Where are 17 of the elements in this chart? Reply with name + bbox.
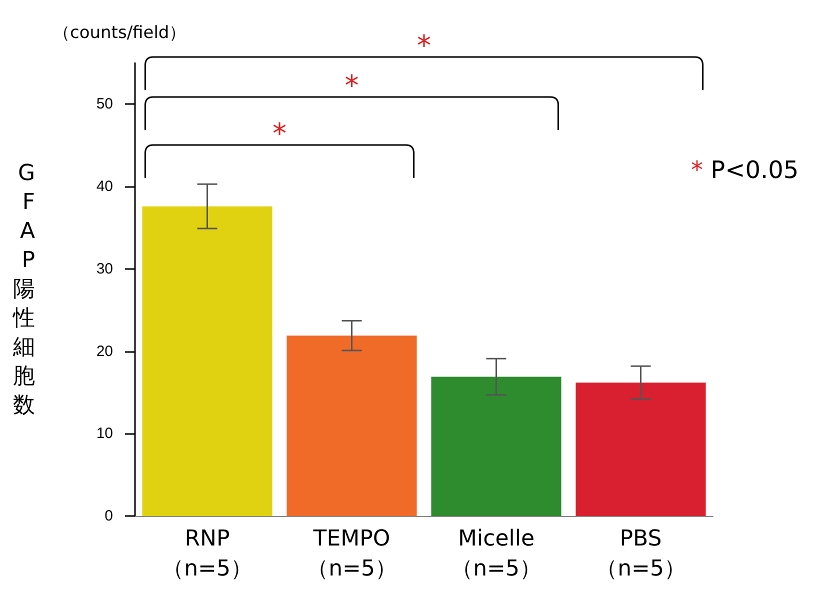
y-tick-label: 40	[96, 178, 113, 196]
y-tick-label: 50	[96, 96, 113, 113]
annotation: *	[691, 156, 703, 184]
annotation: *	[272, 117, 286, 150]
x-tick-label: RNP （n=5）	[162, 526, 252, 582]
x-tick-label: Micelle （n=5）	[451, 526, 542, 582]
y-tick-label: 20	[96, 342, 113, 360]
text: GFAP陽性細胞数	[13, 161, 35, 418]
annotation: *	[344, 69, 359, 102]
y-tick-label: 30	[96, 260, 113, 278]
text: *	[417, 29, 431, 62]
text: （counts/field）	[53, 23, 186, 43]
x-tick-label: PBS （n=5）	[596, 526, 686, 582]
y-tick-label: 0	[104, 508, 113, 524]
y-tick-label: 10	[96, 425, 113, 442]
x-tick-label: TEMPO （n=5）	[306, 526, 397, 582]
text: P<0.05	[710, 156, 799, 184]
